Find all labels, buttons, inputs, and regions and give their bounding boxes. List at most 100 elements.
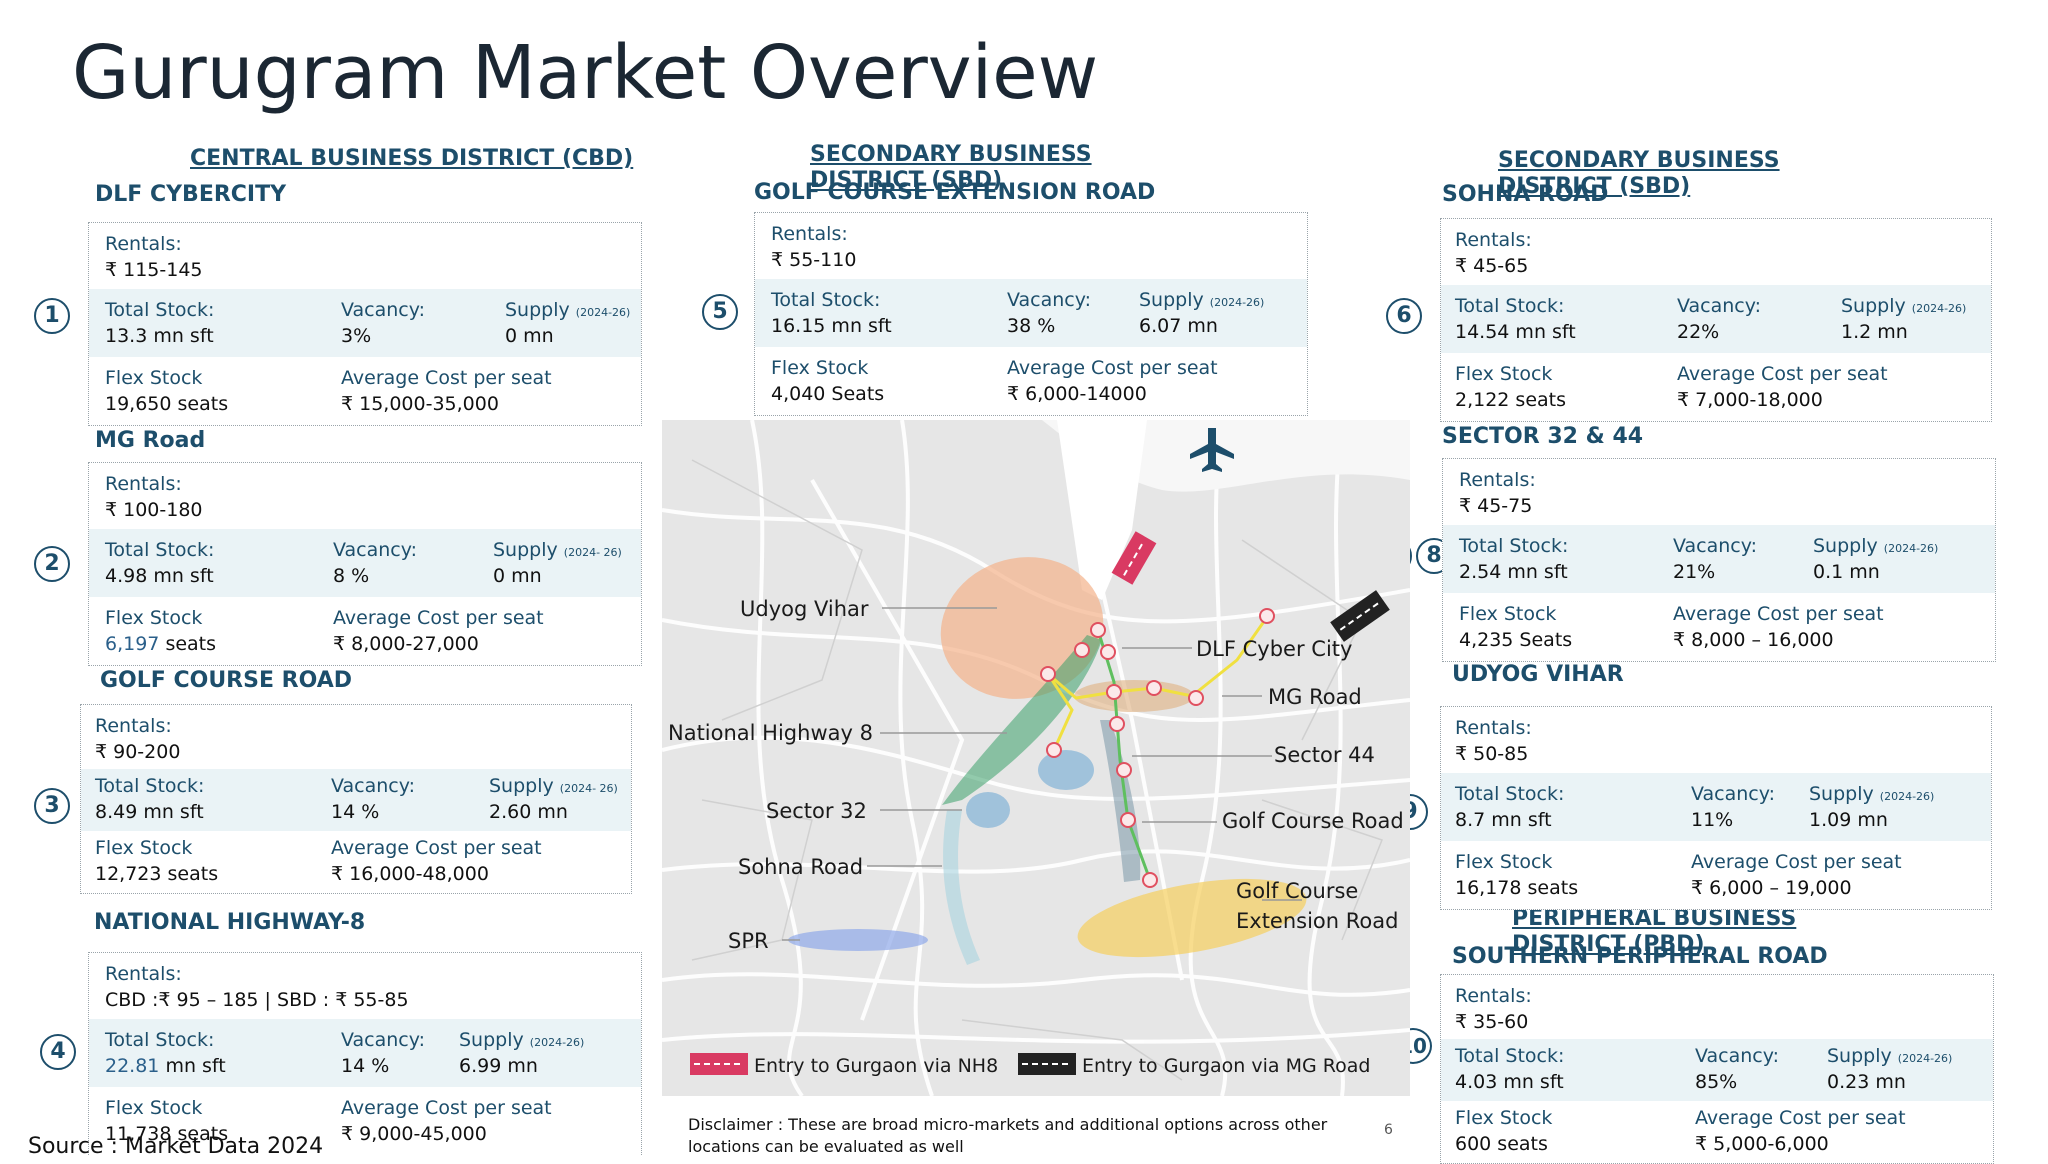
rentals-label: Rentals: [105,473,182,495]
avg-cost-label: Average Cost per seat [341,1097,552,1119]
supply-value: 6.99 mn [459,1055,538,1077]
total-stock-label: Total Stock: [95,775,205,797]
sbd-header-1: SECONDARY BUSINESS DISTRICT (SBD) [810,142,1092,193]
legend-mg-road-label: Entry to Gurgaon via MG Road [1082,1055,1370,1077]
market-name-dlf-cybercity: DLF CYBERCITY [95,182,287,207]
supply-label: Supply (2024-26) [505,299,631,321]
market-card-udyog-vihar: Rentals: ₹ 50-85 Total Stock: 8.7 mn sft… [1440,706,1992,910]
avg-cost-value: ₹ 15,000-35,000 [341,393,499,415]
page-title: Gurugram Market Overview [72,30,1099,116]
rentals-value: ₹ 55-110 [771,249,857,271]
airport-road-area [1057,420,1147,600]
avg-cost-value: ₹ 6,000-14000 [1007,383,1147,405]
zone-sector-44 [1038,750,1094,790]
map-svg: Udyog Vihar National Highway 8 Sector 32… [662,420,1410,1096]
rentals-value: ₹ 50-85 [1455,743,1529,765]
supply-label: Supply (2024-26) [1827,1045,1953,1067]
map-label-sohna-road: Sohna Road [738,855,863,879]
rentals-label: Rentals: [1455,229,1532,251]
map-label-spr: SPR [728,929,769,953]
total-stock-value: 2.54 mn sft [1459,561,1568,583]
supply-value: 0.23 mn [1827,1071,1906,1093]
metro-station-icon [1188,690,1204,706]
flex-stock-label: Flex Stock [105,1097,203,1119]
flex-stock-value: 600 seats [1455,1133,1548,1155]
avg-cost-value: ₹ 6,000 – 19,000 [1691,877,1852,899]
rentals-label: Rentals: [1455,985,1532,1007]
cbd-header: CENTRAL BUSINESS DISTRICT (CBD) [190,146,634,171]
vacancy-label: Vacancy: [1673,535,1758,557]
supply-label: Supply (2024-26) [459,1029,585,1051]
zone-mg-road [1074,680,1194,712]
market-number-2: 2 [34,546,70,582]
total-stock-label: Total Stock: [1459,535,1569,557]
vacancy-value: 3% [341,325,372,347]
metro-station-icon [1100,644,1116,660]
market-name-national-highway-8: NATIONAL HIGHWAY-8 [94,910,366,935]
supply-value: 1.2 mn [1841,321,1908,343]
map-label-extension-road: Extension Road [1236,909,1398,933]
supply-label: Supply (2024-26) [1139,289,1265,311]
zone-nh8 [942,635,1102,805]
flex-stock-label: Flex Stock [1455,363,1553,385]
market-card-sector-32-44: Rentals: ₹ 45-75 Total Stock: 2.54 mn sf… [1442,458,1996,662]
avg-cost-value: ₹ 9,000-45,000 [341,1123,487,1145]
avg-cost-label: Average Cost per seat [341,367,552,389]
total-stock-value: 4.98 mn sft [105,565,214,587]
total-stock-label: Total Stock: [105,1029,215,1051]
metro-station-icon [1106,684,1122,700]
flex-stock-value: 4,235 Seats [1459,629,1573,651]
metro-station-icon [1090,622,1106,638]
gurugram-map: Udyog Vihar National Highway 8 Sector 32… [662,420,1410,1096]
map-label-sector-44: Sector 44 [1274,743,1375,767]
vacancy-label: Vacancy: [341,1029,426,1051]
total-stock-label: Total Stock: [1455,1045,1565,1067]
page-number: 6 [1384,1122,1393,1138]
metro-station-icon [1046,742,1062,758]
zone-golf-course-road [1100,720,1141,882]
total-stock-label: Total Stock: [105,539,215,561]
market-name-golf-course-extension-road: GOLF COURSE EXTENSION ROAD [754,180,1156,205]
market-card-mg-road: Rentals: ₹ 100-180 Total Stock: 4.98 mn … [88,462,642,666]
map-label-sector-32: Sector 32 [766,799,867,823]
metro-station-icon [1120,812,1136,828]
metro-station-icon [1142,872,1158,888]
metro-station-icon [1109,716,1125,732]
flex-stock-value: 12,723 seats [95,863,219,885]
rentals-value: ₹ 115-145 [105,259,203,281]
vacancy-label: Vacancy: [1691,783,1776,805]
market-card-golf-course-road: Rentals: ₹ 90-200 Total Stock: 8.49 mn s… [80,704,632,894]
supply-value: 1.09 mn [1809,809,1888,831]
vacancy-value: 11% [1691,809,1734,831]
vacancy-label: Vacancy: [1695,1045,1780,1067]
metro-line-green [1096,629,1152,881]
total-stock-value: 16.15 mn sft [771,315,892,337]
total-stock-label: Total Stock: [105,299,215,321]
vacancy-value: 21% [1673,561,1716,583]
flex-stock-value: 16,178 seats [1455,877,1579,899]
market-name-golf-course-road: GOLF COURSE ROAD [100,668,352,693]
flex-stock-value: 4,040 Seats [771,383,885,405]
vacancy-value: 85% [1695,1071,1738,1093]
avg-cost-value: ₹ 8,000-27,000 [333,633,479,655]
rentals-value: ₹ 45-75 [1459,495,1533,517]
total-stock-label: Total Stock: [1455,783,1565,805]
flex-stock-label: Flex Stock [95,837,193,859]
flex-stock-label: Flex Stock [771,357,869,379]
flex-stock-label: Flex Stock [105,367,203,389]
supply-label: Supply (2024-26) [1809,783,1935,805]
supply-value: 2.60 mn [489,801,568,823]
flex-stock-value: 19,650 seats [105,393,229,415]
map-label-golf-course: Golf Course [1236,879,1358,903]
market-number-4: 4 [40,1034,76,1070]
rentals-value: ₹ 100-180 [105,499,203,521]
metro-station-icon [1074,642,1090,658]
supply-label: Supply (2024-26) [1841,295,1967,317]
market-number-5: 5 [702,294,738,330]
rentals-value: ₹ 35-60 [1455,1011,1529,1033]
market-card-golf-course-extension-road: Rentals: ₹ 55-110 Total Stock: 16.15 mn … [754,212,1308,416]
avg-cost-label: Average Cost per seat [333,607,544,629]
metro-station-icon [1040,666,1056,682]
avg-cost-value: ₹ 5,000-6,000 [1695,1133,1829,1155]
market-name-southern-peripheral-road: SOUTHERN PERIPHERAL ROAD [1452,944,1828,969]
